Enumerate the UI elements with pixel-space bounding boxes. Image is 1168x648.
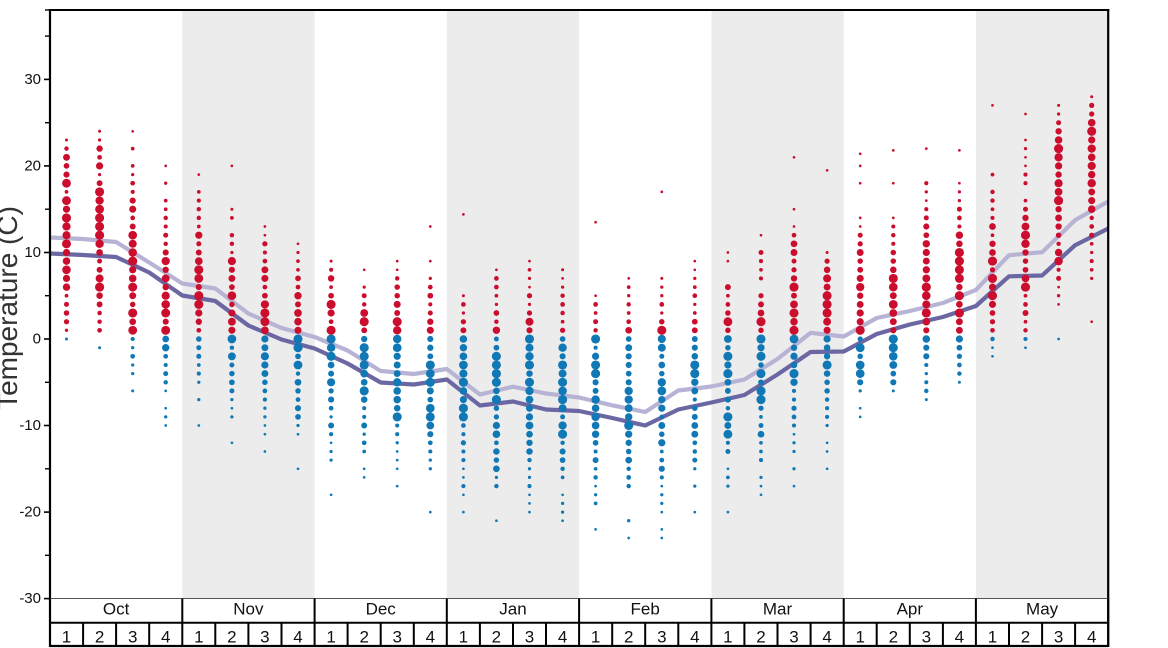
svg-text:4: 4 — [558, 628, 567, 647]
svg-text:1: 1 — [988, 628, 997, 647]
svg-text:30: 30 — [24, 71, 41, 88]
svg-text:4: 4 — [955, 628, 964, 647]
svg-text:Dec: Dec — [366, 599, 397, 618]
svg-text:-20: -20 — [19, 504, 41, 521]
svg-text:0: 0 — [33, 331, 41, 348]
svg-text:3: 3 — [392, 628, 401, 647]
svg-text:1: 1 — [326, 628, 335, 647]
svg-text:Nov: Nov — [233, 599, 264, 618]
svg-text:3: 3 — [789, 628, 798, 647]
svg-text:2: 2 — [889, 628, 898, 647]
svg-text:1: 1 — [194, 628, 203, 647]
svg-text:1: 1 — [855, 628, 864, 647]
svg-text:4: 4 — [426, 628, 435, 647]
svg-text:2: 2 — [1021, 628, 1030, 647]
svg-text:Mar: Mar — [763, 599, 793, 618]
svg-text:4: 4 — [822, 628, 831, 647]
svg-text:4: 4 — [293, 628, 302, 647]
svg-text:3: 3 — [128, 628, 137, 647]
svg-text:Temperature (C): Temperature (C) — [0, 206, 23, 410]
svg-text:2: 2 — [756, 628, 765, 647]
svg-text:2: 2 — [624, 628, 633, 647]
svg-text:1: 1 — [723, 628, 732, 647]
svg-text:3: 3 — [260, 628, 269, 647]
svg-text:1: 1 — [62, 628, 71, 647]
svg-text:Oct: Oct — [103, 599, 130, 618]
svg-text:3: 3 — [657, 628, 666, 647]
svg-text:Feb: Feb — [631, 599, 660, 618]
svg-text:Apr: Apr — [897, 599, 924, 618]
svg-text:-30: -30 — [19, 590, 41, 607]
svg-text:2: 2 — [227, 628, 236, 647]
svg-text:-10: -10 — [19, 417, 41, 434]
svg-text:3: 3 — [1054, 628, 1063, 647]
svg-text:2: 2 — [359, 628, 368, 647]
svg-text:4: 4 — [690, 628, 699, 647]
svg-text:May: May — [1026, 599, 1059, 618]
svg-text:1: 1 — [591, 628, 600, 647]
svg-text:2: 2 — [95, 628, 104, 647]
svg-text:4: 4 — [1087, 628, 1096, 647]
svg-text:10: 10 — [24, 244, 41, 261]
svg-text:20: 20 — [24, 157, 41, 174]
svg-text:1: 1 — [459, 628, 468, 647]
svg-text:3: 3 — [922, 628, 931, 647]
svg-text:Jan: Jan — [499, 599, 526, 618]
svg-text:2: 2 — [492, 628, 501, 647]
svg-text:3: 3 — [525, 628, 534, 647]
svg-text:4: 4 — [161, 628, 170, 647]
